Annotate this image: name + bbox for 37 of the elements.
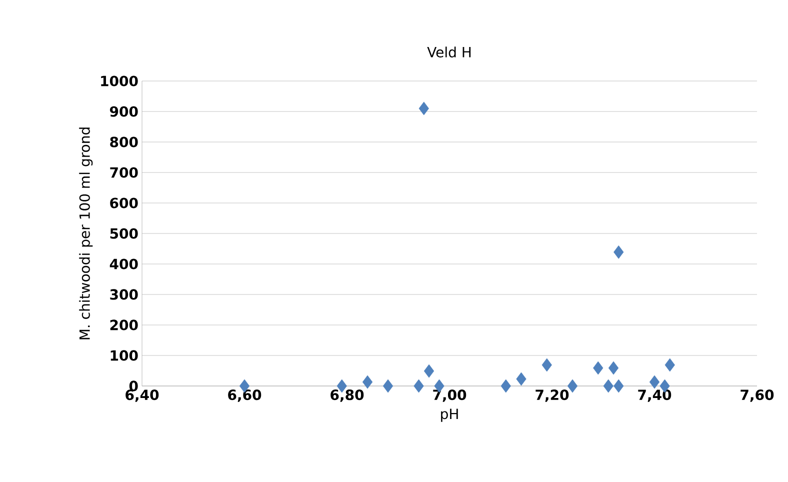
- x-tick-label: 7,60: [740, 390, 774, 402]
- y-tick-label: 600: [110, 198, 138, 208]
- y-tick-label: 700: [110, 167, 138, 178]
- y-tick-label: 800: [110, 136, 138, 148]
- y-tick-label: 300: [110, 289, 138, 300]
- point: [418, 102, 429, 116]
- x-tick-label: 7,00: [433, 390, 466, 402]
- point: [603, 379, 614, 393]
- x-tick-label: 6,40: [126, 390, 159, 402]
- point: [608, 361, 619, 375]
- y-tick-label: 0: [129, 380, 138, 392]
- point: [614, 245, 624, 259]
- chart-title: Veld H: [427, 46, 471, 58]
- point: [542, 358, 552, 372]
- x-tick-label: 6,80: [330, 390, 364, 402]
- point: [414, 379, 424, 393]
- point: [362, 375, 373, 389]
- y-axis-title: M. chitwoodi per 100 ml grond: [79, 128, 93, 340]
- point: [614, 379, 624, 393]
- point: [664, 358, 675, 372]
- x-axis-title: pH: [441, 408, 458, 422]
- x-tick-label: 6,60: [228, 390, 262, 402]
- y-tick-label: 500: [110, 228, 138, 239]
- point: [593, 361, 604, 375]
- x-tick-label: 7,20: [536, 390, 569, 402]
- y-tick-label: 400: [110, 258, 138, 270]
- y-tick-label: 1000: [101, 76, 138, 86]
- point: [382, 379, 394, 393]
- y-tick-label: 200: [110, 320, 138, 330]
- point: [516, 372, 526, 386]
- x-tick-label: 7,40: [638, 390, 672, 402]
- y-tick-label: 900: [110, 106, 138, 117]
- y-tick-label: 100: [110, 350, 138, 361]
- point: [500, 379, 511, 393]
- point: [567, 379, 578, 393]
- point: [424, 364, 434, 378]
- point: [649, 375, 660, 389]
